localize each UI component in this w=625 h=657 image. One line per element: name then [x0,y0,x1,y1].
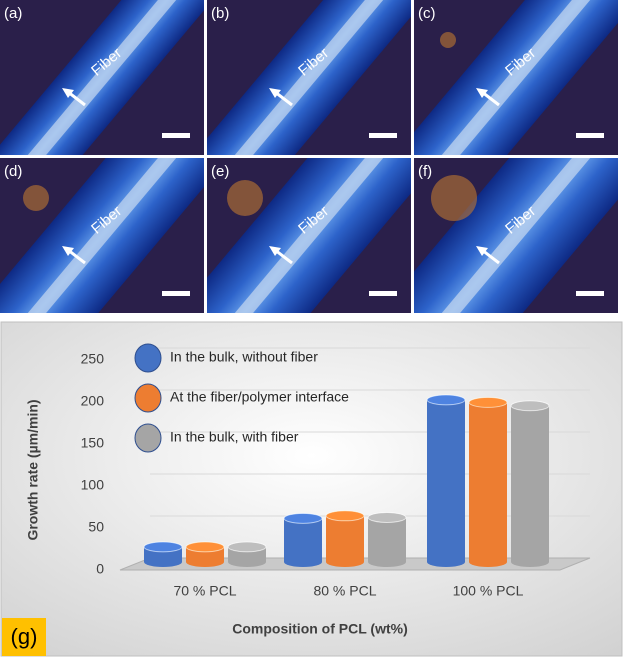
micrograph: Fiber(b) [207,0,411,155]
bar-top [510,400,550,412]
bulk-spherulite [227,180,263,216]
fiber [0,158,204,313]
legend-label: In the bulk, with fiber [170,429,299,445]
panel-label-box [2,618,46,656]
fiber [414,0,618,155]
y-tick-label: 0 [96,561,104,577]
arrow-head [269,246,281,256]
panel-label: (a) [4,5,22,22]
arrow-head [62,246,74,256]
bulk-spherulite [23,185,49,211]
bar [511,405,549,562]
scale-bar [369,133,397,138]
scale-bar [369,291,397,296]
bar-top [143,541,183,553]
y-tick-label: 100 [81,477,105,493]
bar [469,402,507,562]
fiber [207,0,411,155]
legend-label: In the bulk, without fiber [170,349,318,365]
panel-label: (d) [4,163,22,180]
arrow-head [476,88,488,98]
scale-bar [576,291,604,296]
panel-label: (e) [211,163,229,180]
bar-top [227,541,267,553]
fiber [0,0,204,155]
bar-top [426,394,466,406]
panel-label: (g) [11,624,38,649]
micrograph: Fiber(a) [0,0,204,155]
scale-bar [162,291,190,296]
panel-label: (c) [418,5,436,22]
micrograph: Fiber(e) [207,158,411,313]
x-tick-label: 100 % PCL [453,583,524,599]
chart: 0 50 100 150 200 250 70 % PCL 80 % PCL 100 % PCL… [81,343,591,599]
micrograph-panels: Fiber(a)Fiber(b)Fiber(c) Fiber(d)Fiber(e)… [0,0,618,313]
legend-label: At the fiber/polymer interface [170,389,349,405]
scale-bar [576,133,604,138]
panel-label: (f) [418,163,432,180]
fiber [207,158,411,313]
y-axis-title: Growth rate (µm/min) [25,399,41,540]
bar-top [283,512,323,524]
y-tick-label: 150 [81,435,105,451]
panel-label: (b) [211,5,229,22]
x-axis-title: Composition of PCL (wt%) [232,621,408,637]
bar [326,515,364,562]
bulk-spherulite [431,175,477,221]
bar [368,517,406,562]
arrow-head [476,246,488,256]
y-tick-label: 50 [88,519,104,535]
bar [284,518,322,562]
arrow-head [269,88,281,98]
bar [427,399,465,562]
y-tick-label: 250 [81,351,105,367]
legend-marker [134,343,162,373]
bar-top [185,541,225,553]
micrograph: Fiber(f) [414,158,618,313]
micrograph: Fiber(c) [414,0,618,155]
bulk-spherulite [440,32,456,48]
x-tick-label: 70 % PCL [173,583,236,599]
micrograph: Fiber(d) [0,158,204,313]
bar-top [325,510,365,522]
bar-top [367,511,407,523]
y-tick-label: 200 [81,393,105,409]
legend-marker [134,423,162,453]
arrow-head [62,88,74,98]
legend-marker [134,383,162,413]
bar-top [468,396,508,408]
fiber [414,158,618,313]
x-tick-label: 80 % PCL [313,583,376,599]
scale-bar [162,133,190,138]
